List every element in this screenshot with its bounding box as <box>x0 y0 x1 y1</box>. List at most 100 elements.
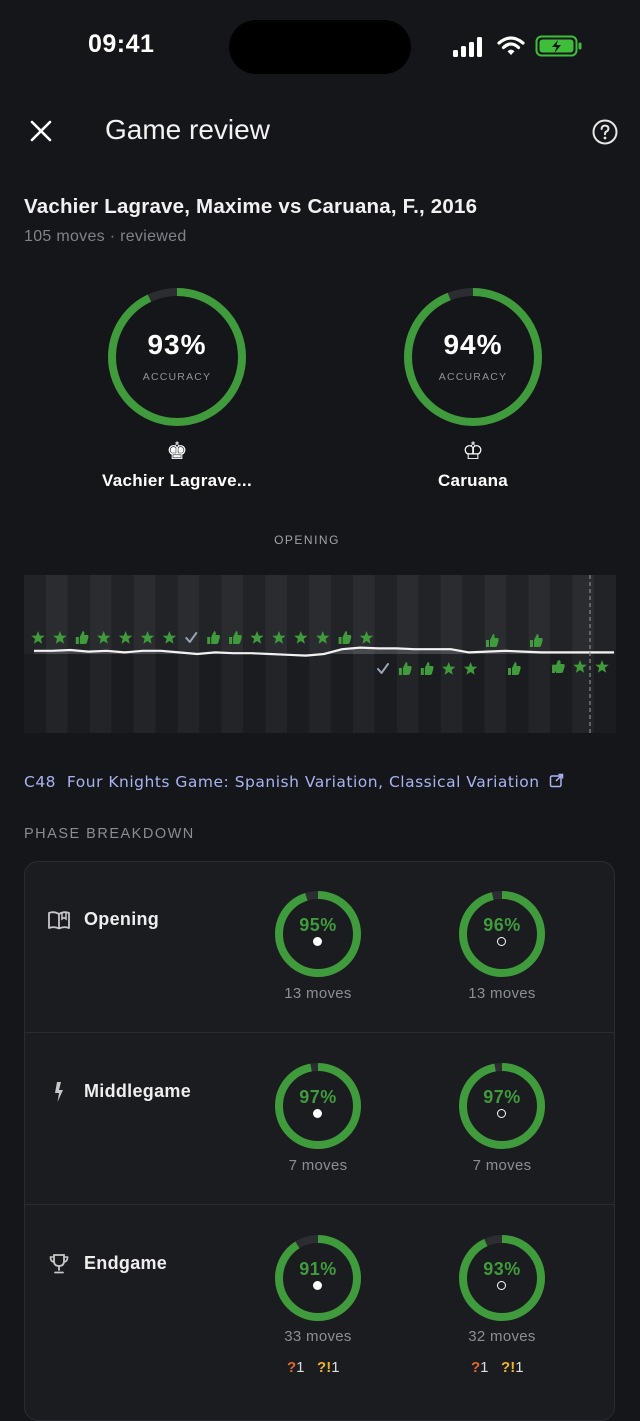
graph-lower-half <box>24 654 616 733</box>
graph-column <box>572 575 595 733</box>
opening-white-accuracy: 95% <box>299 915 337 935</box>
graph-column <box>24 575 46 733</box>
star-icon <box>573 660 587 673</box>
middlegame-white-moves: 7 moves <box>288 1157 348 1174</box>
star-icon <box>250 631 264 644</box>
external-link-icon <box>549 773 564 788</box>
graph-column <box>418 575 441 733</box>
inaccuracy-symbol: ?! <box>317 1359 332 1376</box>
star-icon <box>359 631 374 644</box>
thumbs-up-icon <box>338 631 352 644</box>
black-side-dot <box>497 937 506 946</box>
thumbs-up-icon <box>420 662 434 675</box>
close-icon[interactable] <box>26 116 56 146</box>
graph-column <box>528 575 551 733</box>
star-icon <box>316 631 330 644</box>
thumbs-up-icon <box>508 662 521 675</box>
thumbs-up-icon <box>229 631 242 644</box>
endgame-white-ring: 91% <box>273 1233 363 1323</box>
black-player-name: Caruana <box>437 471 509 490</box>
evaluation-graph[interactable] <box>24 575 616 733</box>
thumbs-up-icon <box>207 631 220 644</box>
black-accuracy-ring: 94% ACCURACY <box>401 285 545 429</box>
star-icon <box>272 631 286 644</box>
eval-area <box>34 647 614 656</box>
thumbs-up-icon <box>398 662 412 675</box>
phase-name-opening: Opening <box>84 909 160 929</box>
white-side-dot <box>313 937 322 946</box>
star-icon <box>595 660 609 673</box>
endgame-white-mistakes: ?1 ?!1 <box>287 1359 340 1376</box>
graph-column <box>506 575 529 733</box>
battery-icon <box>535 35 582 57</box>
opening-white-moves: 13 moves <box>284 985 352 1002</box>
endgame-black-moves: 32 moves <box>468 1328 536 1345</box>
mistake-symbol: ? <box>471 1359 481 1376</box>
graph-column <box>462 575 485 733</box>
endgame-black-accuracy: 93% <box>483 1259 521 1279</box>
graph-column <box>374 575 397 733</box>
star-icon <box>97 631 111 644</box>
endgame-black-mistakes: ?1 ?!1 <box>471 1359 524 1376</box>
book-icon <box>48 911 70 930</box>
phase-name-middlegame: Middlegame <box>84 1081 192 1101</box>
divider <box>25 1204 614 1205</box>
game-subtitle: 105 moves · reviewed <box>24 228 187 245</box>
help-circle-icon[interactable] <box>591 118 619 146</box>
star-icon <box>463 662 478 675</box>
star-icon <box>442 662 456 675</box>
signal-icon <box>453 37 487 57</box>
dynamic-island <box>229 20 411 74</box>
black-side-dot <box>497 1109 506 1118</box>
graph-column <box>155 575 178 733</box>
page-title: Game review <box>105 114 270 145</box>
graph-column <box>484 575 507 733</box>
check-icon <box>185 632 198 643</box>
star-icon <box>551 660 565 673</box>
star-icon <box>118 631 133 644</box>
check-icon <box>377 663 389 674</box>
opening-white-ring: 95% <box>273 889 363 979</box>
game-title: Vachier Lagrave, Maxime vs Caruana, F., … <box>24 195 478 218</box>
inaccuracy-count: 1 <box>331 1359 340 1376</box>
phase-name-endgame: Endgame <box>84 1253 168 1273</box>
divider <box>25 1032 614 1033</box>
opening-name: Four Knights Game: Spanish Variation, Cl… <box>66 773 540 791</box>
graph-column <box>550 575 573 733</box>
graph-column <box>594 575 616 733</box>
graph-column <box>330 575 353 733</box>
mistake-count: 1 <box>480 1359 489 1376</box>
wifi-icon <box>497 36 525 55</box>
graph-column <box>396 575 419 733</box>
opening-code: C48 <box>24 773 57 791</box>
thumbs-up-icon <box>530 634 543 647</box>
mistake-symbol: ? <box>287 1359 297 1376</box>
black-accuracy-value: 94% <box>443 329 503 360</box>
opening-black-accuracy: 96% <box>483 915 521 935</box>
graph-column <box>199 575 222 733</box>
white-side-dot <box>313 1281 322 1290</box>
thumbs-up-icon <box>486 634 499 647</box>
opening-black-moves: 13 moves <box>468 985 536 1002</box>
opening-link[interactable]: C48 Four Knights Game: Spanish Variation… <box>24 773 564 791</box>
endgame-white-accuracy: 91% <box>299 1259 337 1279</box>
white-accuracy-label: ACCURACY <box>142 371 212 383</box>
white-player-name: Vachier Lagrave... <box>102 471 252 490</box>
graph-column <box>67 575 90 733</box>
endgame-black-ring: 93% <box>457 1233 547 1323</box>
eval-line <box>34 646 614 657</box>
star-icon <box>140 631 155 644</box>
mistake-count: 1 <box>296 1359 305 1376</box>
black-accuracy-label: ACCURACY <box>438 371 508 383</box>
lightning-icon <box>55 1082 63 1102</box>
inaccuracy-symbol: ?! <box>501 1359 516 1376</box>
thumbs-up-icon <box>75 631 89 644</box>
graph-phase-label: OPENING <box>274 533 340 547</box>
white-accuracy-ring: 93% ACCURACY <box>105 285 249 429</box>
black-king-icon: ♔ <box>462 438 484 465</box>
black-side-dot <box>497 1281 506 1290</box>
graph-column <box>287 575 310 733</box>
graph-column <box>133 575 156 733</box>
star-icon <box>294 631 308 644</box>
white-king-icon: ♚ <box>166 438 188 465</box>
